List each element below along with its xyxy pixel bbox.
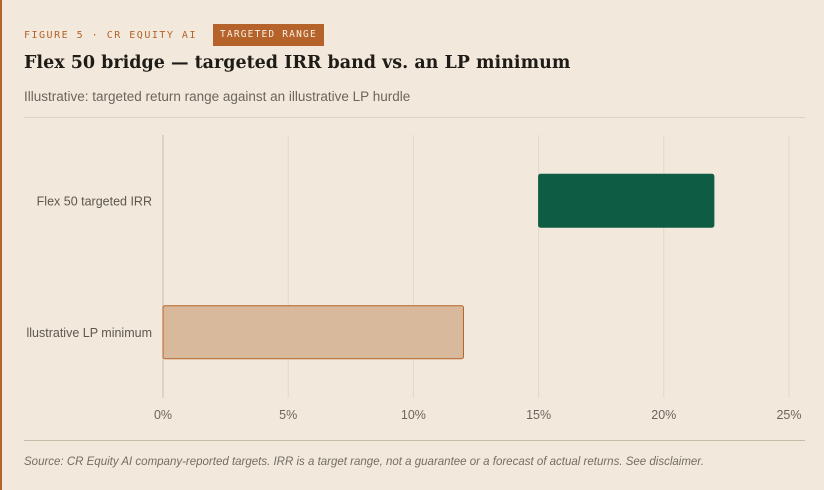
x-tick-label: 25% <box>776 408 801 422</box>
x-tick-label: 10% <box>401 408 426 422</box>
figure-eyebrow: FIGURE 5 · CR EQUITY AI TARGETED RANGE <box>24 24 324 46</box>
x-tick-label: 15% <box>526 408 551 422</box>
category-label: Flex 50 targeted IRR <box>37 194 152 208</box>
chart-subtitle: Illustrative: targeted return range agai… <box>24 89 411 104</box>
footer-divider <box>24 440 805 441</box>
lp-minimum-bar <box>162 305 464 360</box>
chart-title: Flex 50 bridge — targeted IRR band vs. a… <box>24 53 571 73</box>
targeted-irr-bar <box>538 173 715 228</box>
targeted-range-badge: TARGETED RANGE <box>212 24 324 46</box>
x-tick-label: 5% <box>279 408 297 422</box>
source-note: Source: CR Equity AI company-reported ta… <box>24 456 704 468</box>
x-tick-label: 0% <box>154 408 172 422</box>
x-tick-label: 20% <box>651 408 676 422</box>
header-divider <box>24 117 805 118</box>
category-label: llustrative LP minimum <box>26 326 152 340</box>
figure-label: FIGURE 5 · CR EQUITY AI <box>24 29 197 41</box>
